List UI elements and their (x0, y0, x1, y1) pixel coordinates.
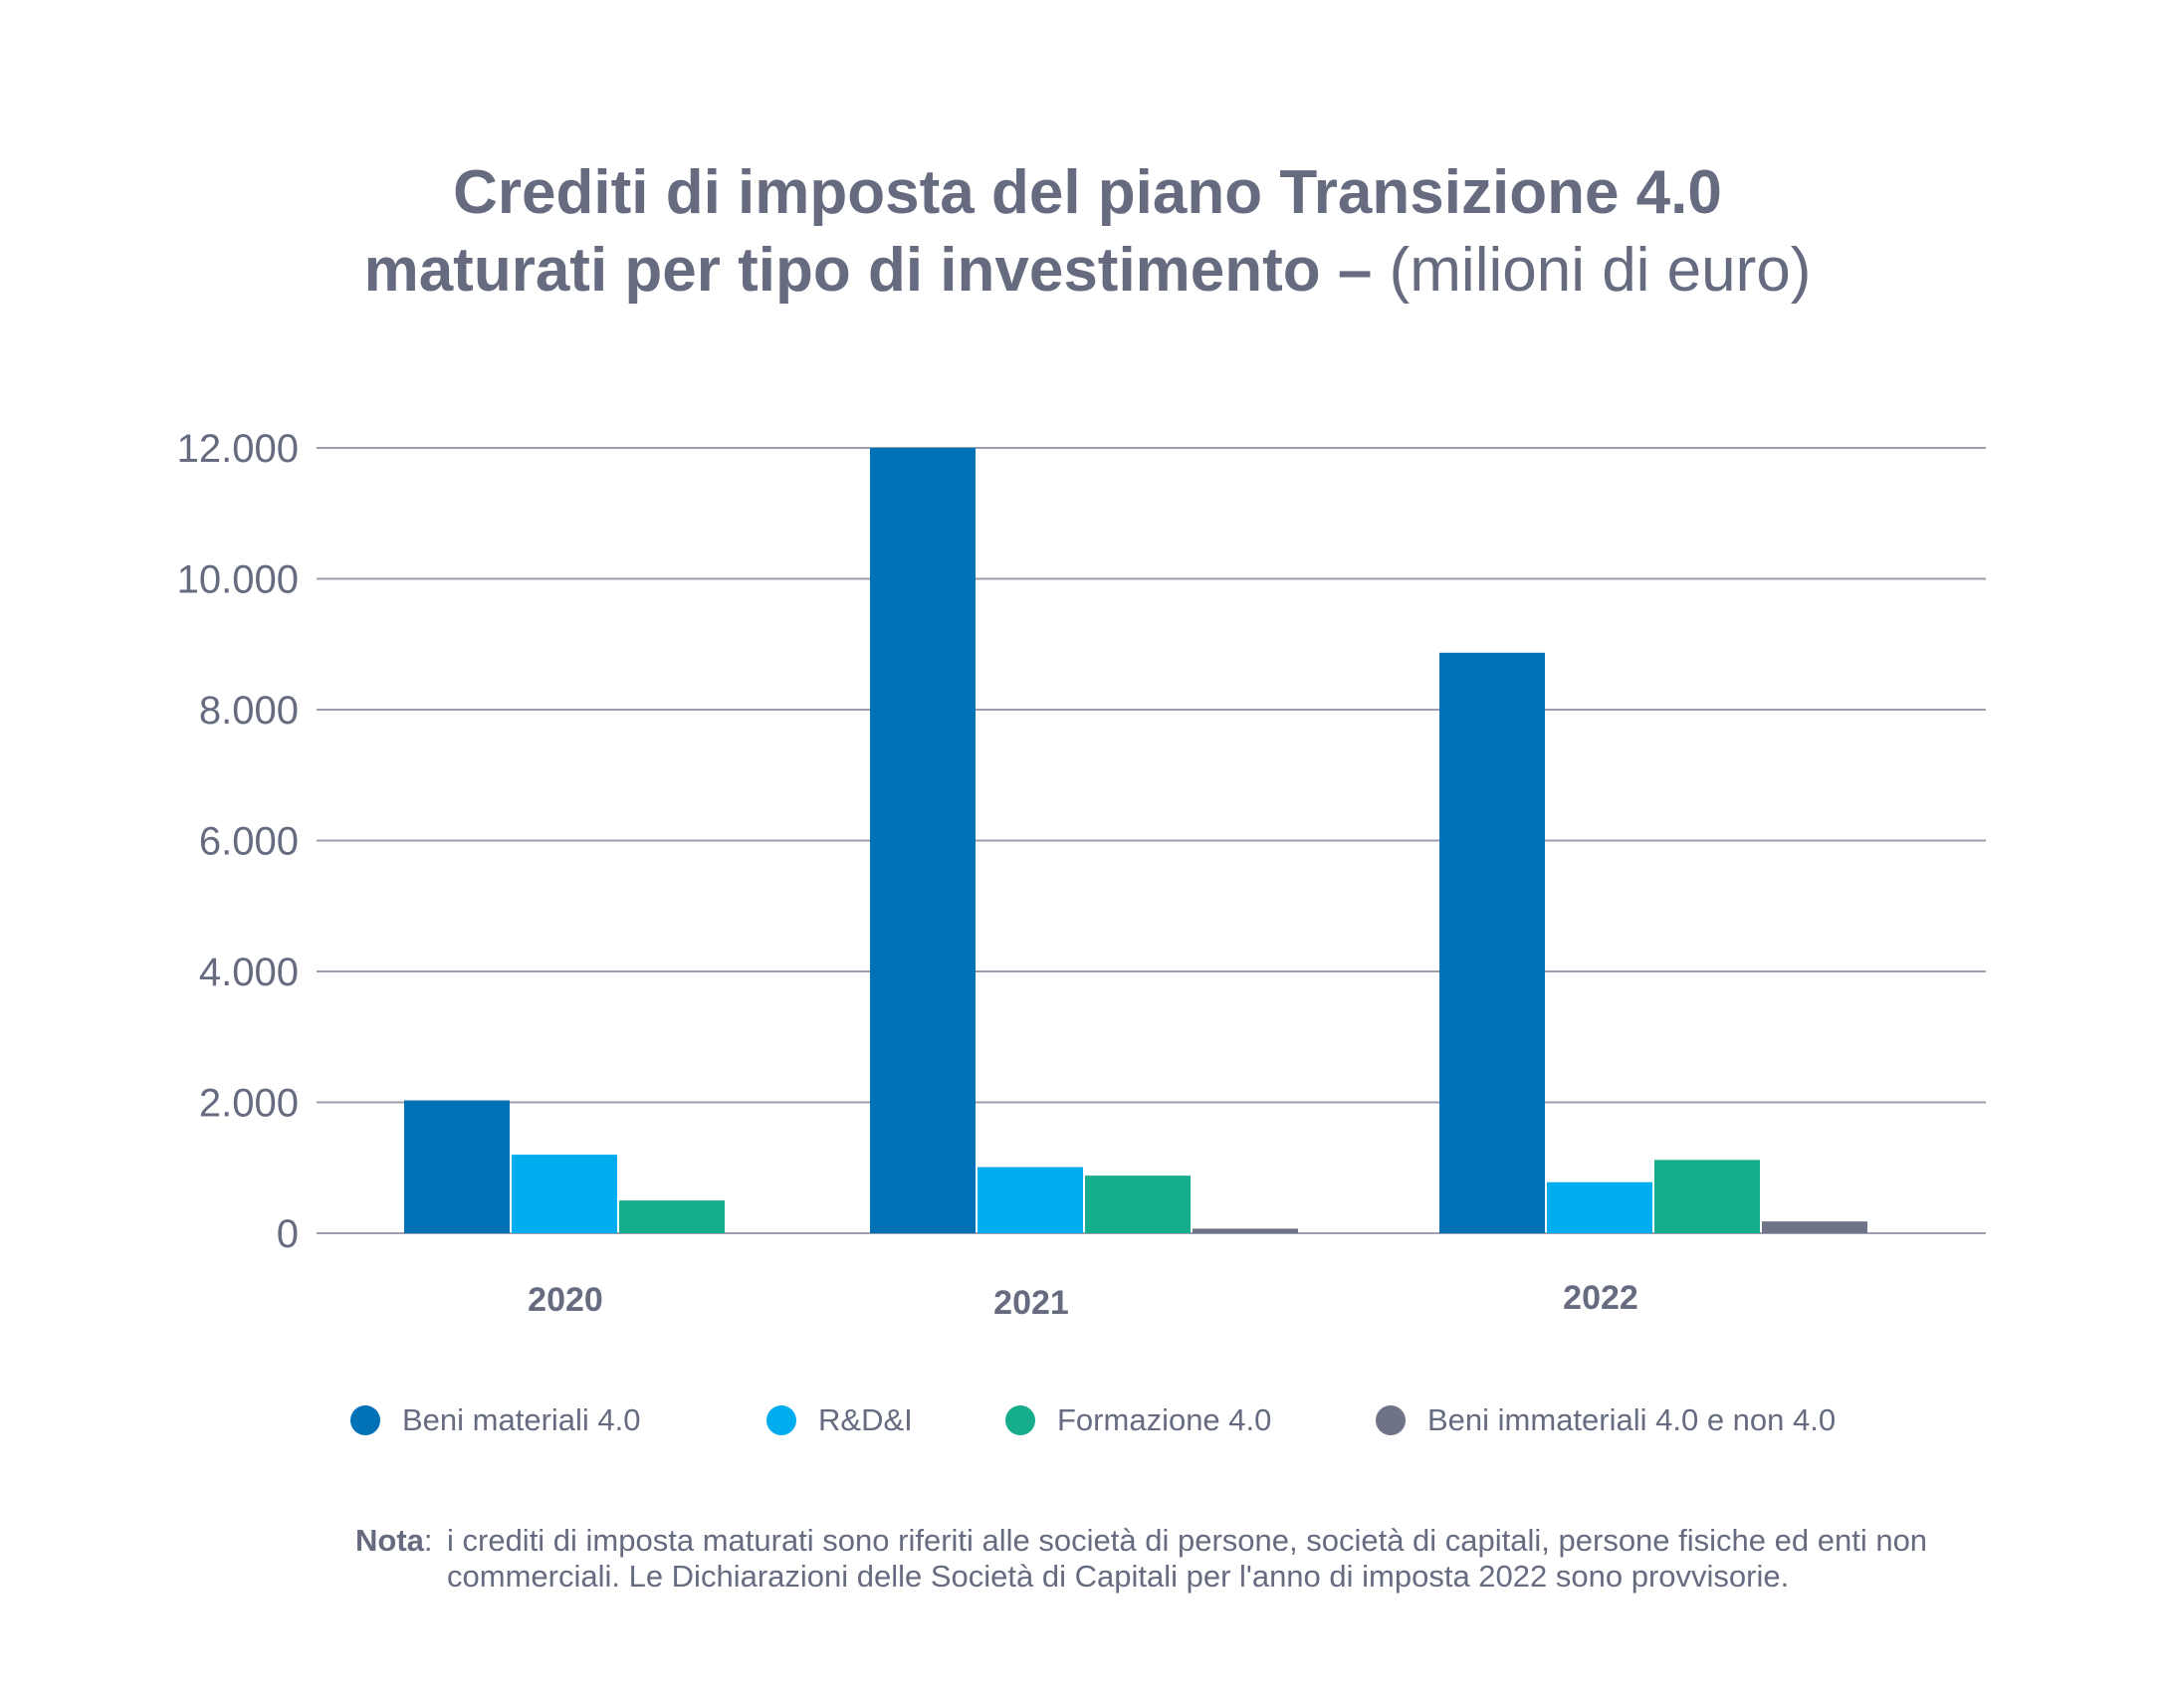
y-tick-label: 12.000 (177, 427, 299, 471)
chart-title-unit: (milioni di euro) (1389, 236, 1812, 305)
chart-title-line2: maturati per tipo di investimento – (363, 236, 1373, 305)
y-tick-label: 6.000 (199, 820, 299, 864)
bars (404, 448, 1867, 1233)
legend-label: Formazione 4.0 (1057, 1402, 1272, 1437)
bar-2022-3 (1654, 1160, 1760, 1233)
chart-title-line1: Crediti di imposta del piano Transizione… (453, 158, 1722, 227)
legend-label: R&D&I (818, 1402, 913, 1437)
y-tick-label: 0 (277, 1212, 299, 1256)
y-axis-ticks: 0 2.000 4.000 6.000 8.000 10.000 12.000 (177, 427, 299, 1256)
y-tick-label: 8.000 (199, 689, 299, 733)
x-tick-label: 2021 (993, 1284, 1069, 1322)
legend-label: Beni materiali 4.0 (402, 1402, 641, 1437)
bar-2020-2 (512, 1155, 617, 1233)
legend-item: Beni materiali 4.0 (350, 1395, 641, 1445)
legend-item: Beni immateriali 4.0 e non 4.0 (1376, 1395, 1836, 1445)
legend-item: R&D&I (766, 1395, 913, 1445)
x-tick-label: 2020 (528, 1281, 603, 1319)
chart-title: Crediti di imposta del piano Transizione… (0, 154, 2175, 310)
chart-title-line2-wrap: maturati per tipo di investimento – (mil… (0, 232, 2175, 310)
bar-2020-1 (404, 1100, 510, 1233)
y-tick-label: 2.000 (199, 1082, 299, 1126)
grid-lines (317, 447, 1986, 1234)
legend-swatch (1005, 1405, 1035, 1435)
bar-2021-3 (1085, 1175, 1191, 1233)
note: Nota: i crediti di imposta maturati sono… (355, 1523, 1988, 1594)
bar-2022-1 (1439, 652, 1545, 1233)
y-tick-label: 4.000 (199, 951, 299, 994)
bar-2021-2 (978, 1167, 1083, 1233)
bar-2022-2 (1547, 1181, 1652, 1233)
legend-item: Formazione 4.0 (1005, 1395, 1271, 1445)
note-text: i crediti di imposta maturati sono rifer… (447, 1523, 1928, 1594)
legend-swatch (766, 1405, 796, 1435)
legend-swatch (350, 1405, 380, 1435)
note-label: Nota (355, 1523, 424, 1558)
bar-2020-3 (619, 1200, 725, 1233)
bar-2021-4 (1193, 1228, 1298, 1233)
legend-label: Beni immateriali 4.0 e non 4.0 (1427, 1402, 1837, 1437)
legend: Beni materiali 4.0 R&D&I Formazione 4.0 Ben… (0, 1395, 2175, 1445)
x-tick-label: 2022 (1563, 1279, 1638, 1317)
bar-2022-4 (1762, 1221, 1867, 1233)
legend-swatch (1376, 1405, 1406, 1435)
y-tick-label: 10.000 (177, 558, 299, 602)
note-colon: : (423, 1523, 433, 1558)
bar-2021-1 (870, 448, 976, 1233)
x-axis-ticks: 2020 2021 2022 (528, 1279, 1638, 1322)
